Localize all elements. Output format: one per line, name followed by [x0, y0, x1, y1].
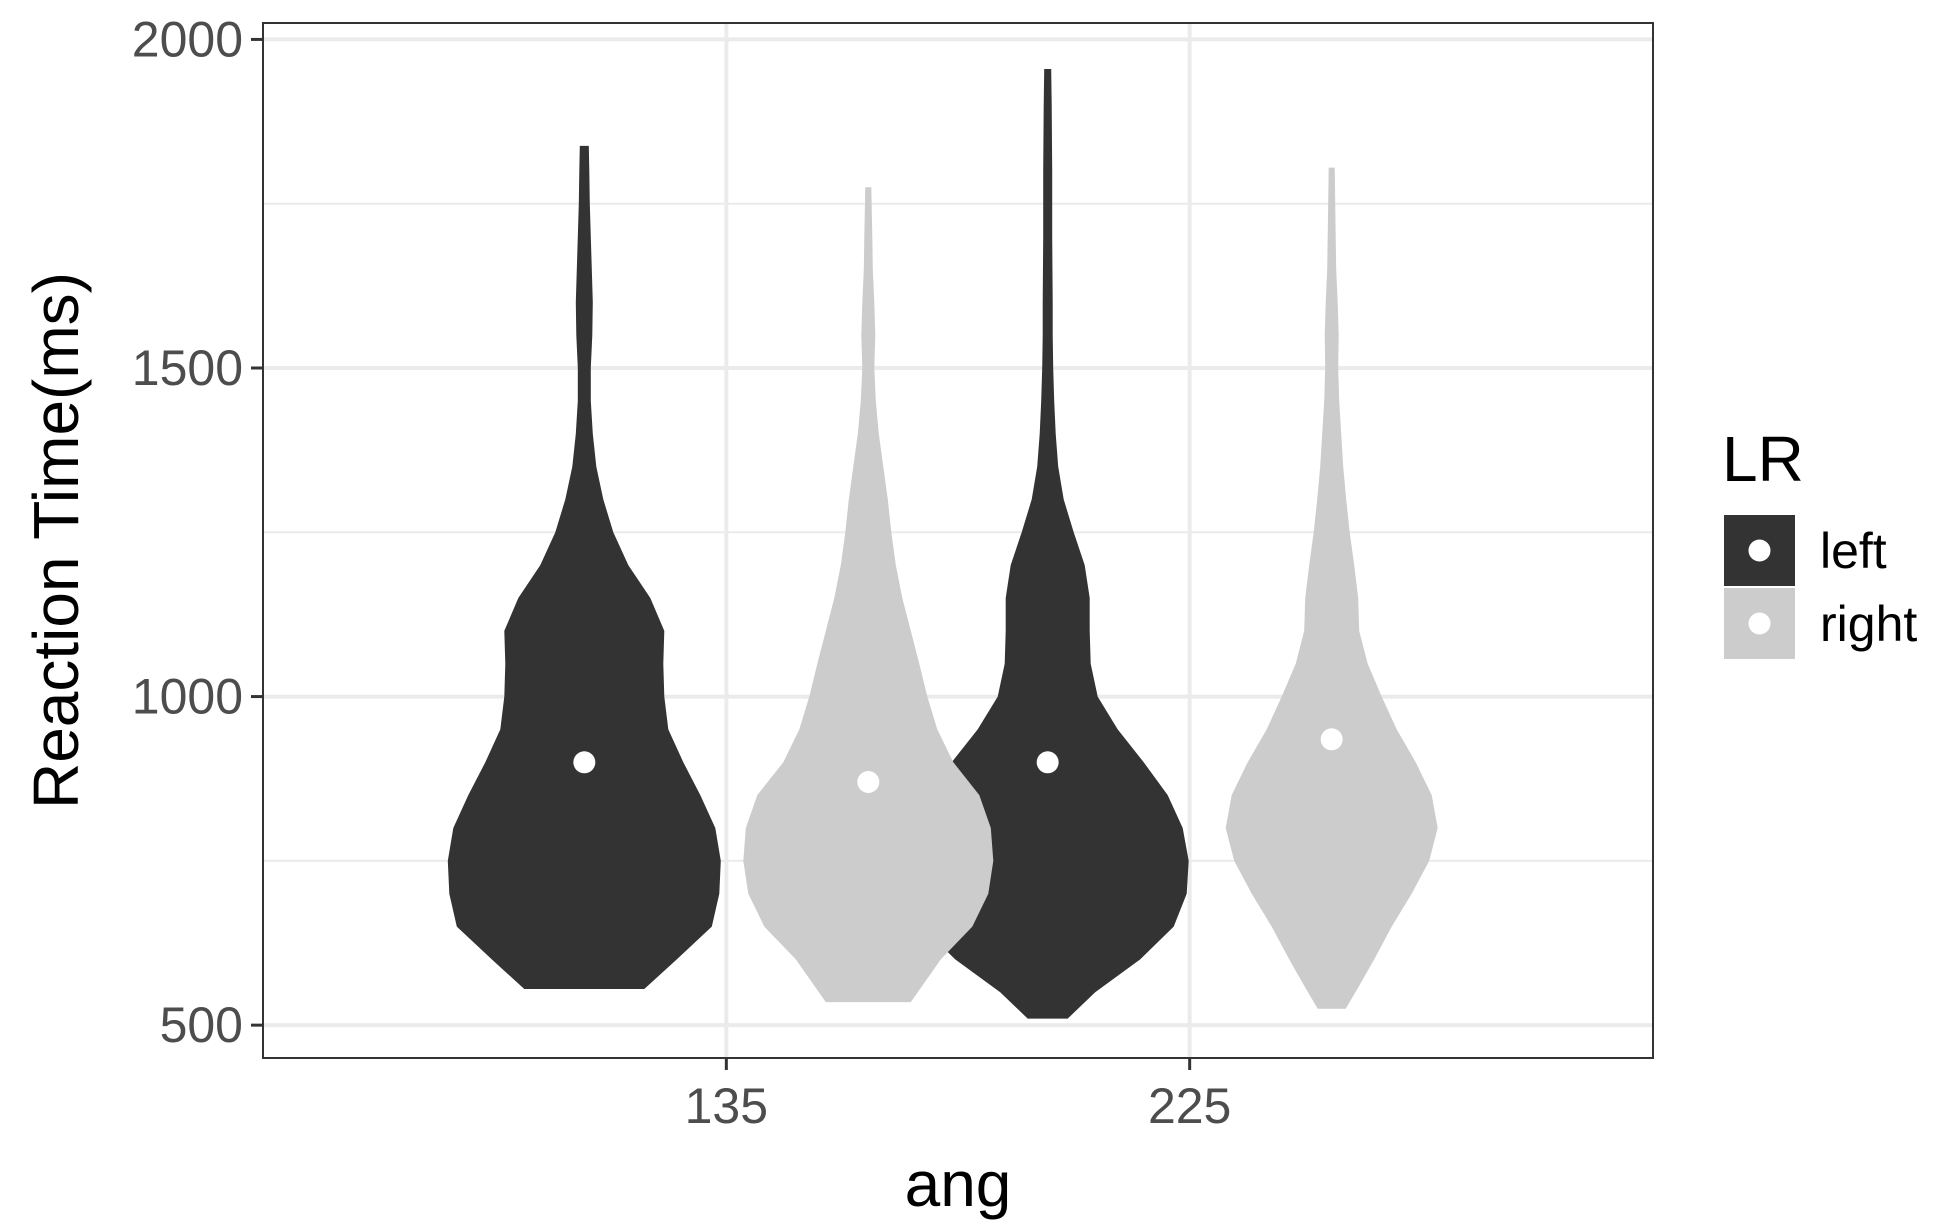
x-tick-label: 135 — [685, 1078, 768, 1134]
legend-title: LR — [1722, 423, 1804, 495]
median-point-right-225 — [1320, 728, 1343, 751]
violins — [447, 69, 1438, 1019]
x-tick-label: 225 — [1148, 1078, 1231, 1134]
legend-label-right: right — [1820, 596, 1917, 652]
y-tick-label: 1000 — [132, 669, 243, 725]
legend-label-left: left — [1820, 523, 1887, 579]
median-point-left-225 — [1036, 751, 1059, 774]
legend-point-left — [1748, 539, 1771, 562]
median-point-left-135 — [573, 751, 596, 774]
y-tick-label: 1500 — [132, 340, 243, 396]
y-tick-label: 2000 — [132, 11, 243, 67]
violin-right-225 — [1225, 167, 1438, 1009]
x-axis-title: ang — [905, 1148, 1012, 1220]
legend-items: left right — [1724, 515, 1917, 659]
grid-lines — [263, 23, 1653, 1058]
plot-panel-border — [262, 22, 1654, 1059]
axes: 500 1000 1500 2000 135 225 — [132, 11, 1232, 1134]
y-axis-title: Reaction Time(ms) — [20, 272, 92, 809]
violin-left-135 — [447, 145, 721, 989]
legend: LR left right — [1722, 423, 1917, 659]
legend-point-right — [1748, 612, 1771, 635]
violin-right-135 — [743, 187, 994, 1003]
y-tick-label: 500 — [160, 997, 243, 1053]
violin-left-225 — [906, 69, 1189, 1019]
median-point-right-135 — [857, 771, 880, 793]
